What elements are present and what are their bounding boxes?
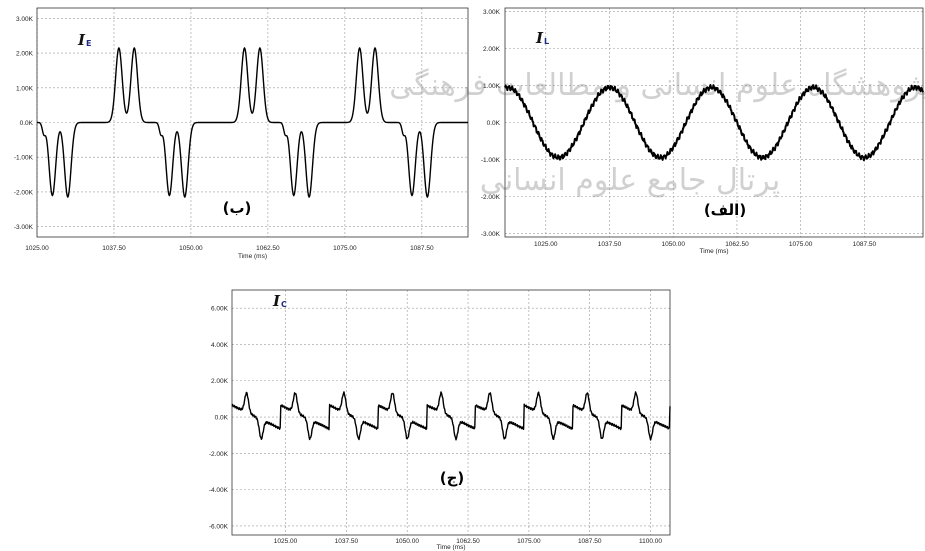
chart-1-series-line (504, 84, 924, 162)
chart-1-x-tick-label: 1087.50 (853, 241, 877, 248)
chart-2-x-tick-label: 1062.50 (456, 538, 480, 545)
chart-1-x-tick-label: 1050.00 (661, 241, 685, 248)
chart-0-y-tick-label: -1.00K (14, 155, 34, 162)
chart-2-x-tick-label: 1050.00 (395, 538, 419, 545)
chart-2-y-tick-label: -6.00K (209, 523, 229, 530)
watermark-line-2: پرتال جامع علوم انسانی (480, 163, 780, 198)
chart-2-series-line (231, 391, 671, 441)
chart-2-y-tick-label: 6.00K (211, 306, 229, 313)
watermark: پژوهشگاه علوم انسانی و مطالعات فرهنگی پر… (389, 68, 925, 198)
chart-0-y-tick-label: 2.00K (16, 51, 34, 58)
chart-0-y-tick-label: 0.0K (20, 120, 34, 127)
chart-2-panel-label: (ج) (440, 469, 465, 487)
chart-2-plot-frame (231, 289, 671, 536)
chart-0-x-tick-label: 1037.50 (102, 245, 126, 252)
chart-0-signal-label: I (77, 31, 86, 49)
chart-1-x-tick-label: 1025.00 (534, 241, 558, 248)
chart-2-signal-subscript: C (281, 300, 287, 309)
chart-panel-il: 1025.00 1037.50 1050.00 1062.50 1075.00 1087.… (481, 7, 924, 255)
chart-2-x-tick-label: 1075.00 (517, 538, 541, 545)
chart-2-x-tick-label: 1087.50 (578, 538, 602, 545)
chart-0-x-tick-label: 1087.50 (410, 245, 434, 252)
chart-1-y-tick-label: -1.00K (481, 157, 501, 164)
chart-0-x-tick-label: 1050.00 (179, 245, 203, 252)
chart-0-panel-label: (ب) (223, 199, 252, 217)
chart-0-x-tick-label: 1062.50 (256, 245, 280, 252)
chart-1-plot-frame (504, 7, 924, 238)
chart-0-signal-subscript: E (86, 39, 91, 48)
chart-0-series-line (36, 47, 469, 198)
chart-2-x-tick-label: 1037.50 (335, 538, 359, 545)
chart-2-y-tick-label: 4.00K (211, 342, 229, 349)
chart-0-y-tick-label: -3.00K (14, 224, 34, 231)
chart-2-y-tick-label: 0.0K (215, 415, 229, 422)
chart-2-y-tick-label: -4.00K (209, 487, 229, 494)
chart-panel-ic: 1025.00 1037.50 1050.00 1062.50 1075.00 1087.… (209, 289, 671, 551)
chart-1-y-tick-label: 2.00K (483, 46, 501, 53)
chart-2-y-tick-label: -2.00K (209, 451, 229, 458)
chart-1-x-axis-title: Time (ms) (699, 248, 728, 255)
chart-1-y-tick-label: 0.0K (487, 120, 501, 127)
chart-2-signal-label: I (272, 292, 281, 310)
chart-2-x-tick-label: 1025.00 (274, 538, 298, 545)
chart-1-x-tick-label: 1075.00 (789, 241, 813, 248)
chart-2-y-tick-label: 2.00K (211, 378, 229, 385)
chart-1-y-tick-label: 1.00K (483, 83, 501, 90)
chart-0-x-tick-label: 1075.00 (333, 245, 357, 252)
chart-1-y-tick-label: 3.00K (483, 9, 501, 16)
chart-0-y-tick-label: 3.00K (16, 16, 34, 23)
chart-1-signal-label: I (535, 29, 544, 47)
chart-1-x-tick-label: 1037.50 (598, 241, 622, 248)
chart-0-y-tick-label: -2.00K (14, 189, 34, 196)
chart-1-signal-subscript: L (544, 37, 549, 46)
chart-1-y-tick-label: -3.00K (481, 231, 501, 238)
chart-0-x-axis-title: Time (ms) (238, 253, 267, 260)
chart-1-panel-label: (الف) (704, 201, 746, 219)
chart-1-y-tick-label: -2.00K (481, 194, 501, 201)
chart-2-x-axis-title: Time (ms) (436, 544, 465, 551)
chart-0-y-tick-label: 1.00K (16, 85, 34, 92)
chart-0-x-tick-label: 1025.00 (25, 245, 49, 252)
chart-panel-ie: 1025.00 1037.50 1050.00 1062.50 1075.00 1087.… (14, 7, 469, 260)
chart-1-x-tick-label: 1062.50 (725, 241, 749, 248)
chart-2-x-tick-label: 1100.00 (639, 538, 662, 545)
